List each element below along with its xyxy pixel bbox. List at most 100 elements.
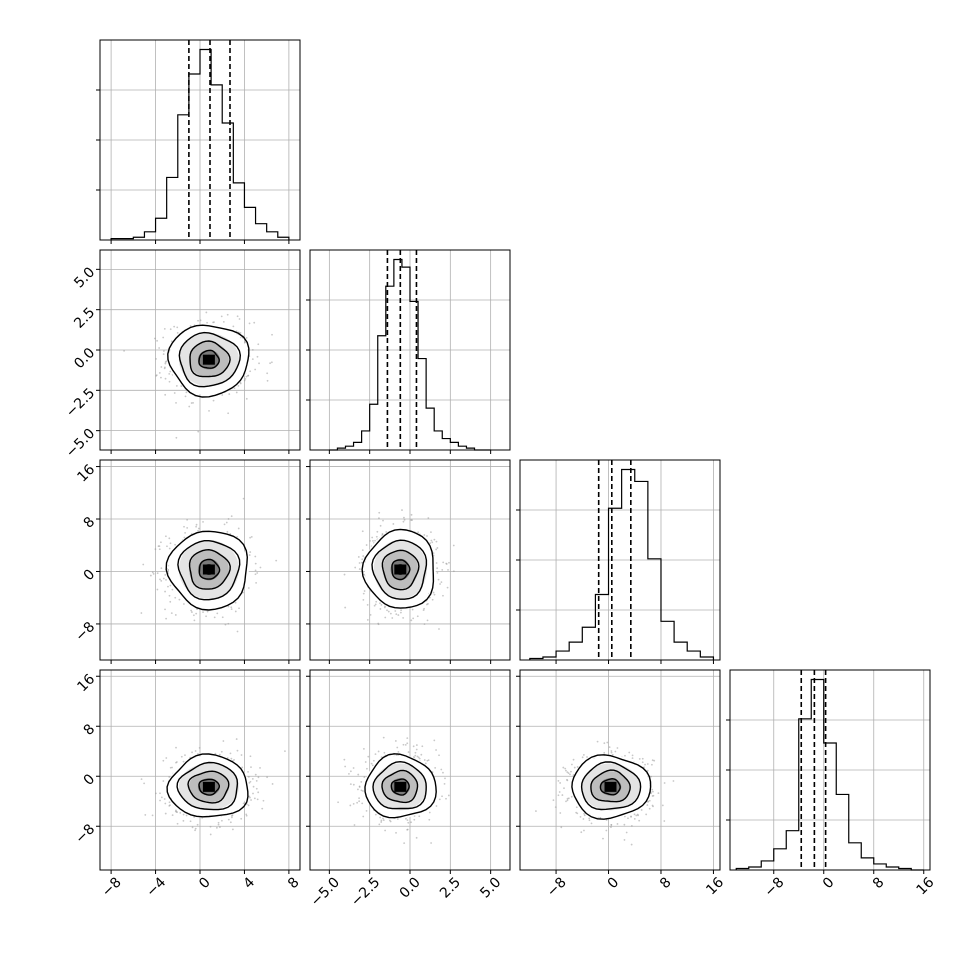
scatter-point	[173, 392, 176, 394]
scatter-point	[245, 814, 248, 817]
scatter-point	[160, 580, 163, 582]
scatter-point	[638, 758, 641, 760]
scatter-point	[164, 802, 167, 805]
scatter-point	[421, 745, 424, 748]
scatter-point	[405, 817, 407, 820]
density-core	[394, 564, 407, 575]
scatter-point	[431, 541, 434, 544]
scatter-point	[616, 823, 619, 825]
scatter-point	[227, 412, 230, 415]
scatter-point	[638, 819, 641, 822]
scatter-point	[410, 821, 413, 824]
scatter-point	[206, 610, 209, 613]
scatter-point	[372, 540, 374, 542]
scatter-point	[202, 521, 204, 523]
scatter-point	[402, 617, 405, 619]
scatter-point	[155, 374, 158, 377]
scatter-point	[185, 814, 188, 817]
panel-frame	[519, 669, 721, 871]
contour-level-3	[167, 324, 250, 398]
scatter-point	[194, 829, 196, 832]
scatter-point	[165, 360, 168, 363]
scatter-point	[403, 842, 406, 845]
scatter-point	[358, 800, 361, 803]
scatter-point	[248, 781, 251, 784]
scatter-point	[229, 752, 232, 755]
contour-level-2	[580, 761, 642, 811]
scatter-point	[645, 813, 648, 816]
scatter-point	[373, 604, 376, 607]
scatter-point	[259, 566, 262, 569]
scatter-point	[348, 772, 350, 775]
scatter-point	[221, 394, 224, 396]
scatter-panel-0-3	[96, 669, 301, 874]
scatter-point	[378, 511, 381, 514]
scatter-point	[284, 750, 286, 753]
scatter-point	[424, 762, 427, 765]
scatter-point	[255, 779, 258, 782]
scatter-point	[169, 584, 172, 587]
scatter-point	[190, 609, 193, 612]
scatter-point	[199, 319, 202, 322]
scatter-point	[357, 556, 360, 558]
scatter-point	[271, 783, 274, 785]
scatter-panel-0-2	[96, 459, 301, 664]
scatter-point	[434, 767, 437, 769]
scatter-point	[579, 815, 582, 818]
scatter-panel-1-3	[306, 669, 511, 874]
scatter-point	[156, 572, 159, 575]
scatter-point	[208, 409, 210, 412]
scatter-point	[630, 843, 633, 846]
histogram-step-2	[529, 468, 715, 660]
scatter-point	[180, 755, 183, 758]
scatter-point	[159, 541, 162, 544]
scatter-point	[234, 610, 237, 613]
scatter-point	[230, 757, 233, 760]
scatter-point	[446, 586, 449, 589]
scatter-point	[374, 753, 377, 756]
y-tick-label: 8	[81, 514, 99, 532]
scatter-point	[663, 820, 666, 822]
x-tick-label: 0.0	[397, 874, 424, 901]
scatter-point	[226, 313, 229, 316]
contour-level-1	[381, 769, 419, 804]
scatter-point	[406, 742, 409, 745]
scatter-point	[227, 622, 230, 625]
scatter-point	[216, 612, 219, 615]
scatter-point	[247, 587, 250, 589]
scatter-point	[192, 401, 194, 404]
scatter-point	[183, 536, 186, 539]
scatter-point	[184, 395, 187, 398]
scatter-point	[397, 614, 400, 616]
scatter-point	[174, 614, 177, 616]
scatter-point	[379, 816, 382, 819]
scatter-point	[384, 605, 386, 608]
scatter-point	[570, 795, 573, 798]
scatter-point	[387, 610, 390, 613]
scatter-point	[162, 336, 165, 339]
scatter-point	[567, 797, 570, 800]
contour-level-2	[371, 539, 428, 600]
scatter-point	[164, 377, 167, 380]
scatter-point	[566, 799, 569, 802]
scatter-point	[259, 767, 261, 769]
scatter-point	[243, 379, 246, 382]
scatter-point	[648, 799, 651, 802]
scatter-point	[221, 616, 224, 619]
x-tick-label: −8	[99, 874, 125, 900]
density-core	[604, 781, 617, 792]
scatter-point	[380, 756, 383, 759]
scatter-point	[212, 321, 214, 324]
x-tick-label: 4	[241, 874, 259, 892]
scatter-point	[624, 754, 626, 757]
scatter-panel-1-2	[306, 459, 511, 664]
x-tick-label: −4	[143, 874, 169, 900]
scatter-point	[344, 606, 347, 609]
scatter-point	[176, 332, 179, 334]
scatter-point	[572, 758, 575, 761]
scatter-point	[571, 763, 573, 766]
scatter-point	[215, 826, 218, 829]
scatter-point	[369, 614, 372, 616]
histogram-panel-2	[516, 459, 721, 664]
scatter-point	[427, 517, 430, 519]
